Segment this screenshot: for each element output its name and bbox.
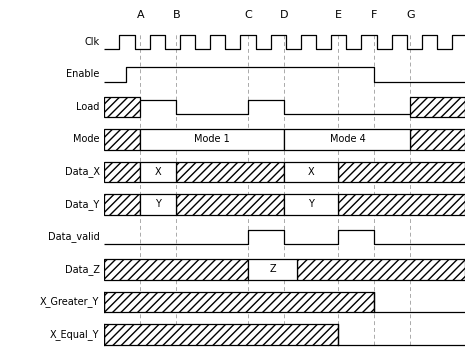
Bar	[104, 259, 248, 280]
Text: X_Greater_Y: X_Greater_Y	[40, 297, 100, 307]
Bar	[140, 162, 176, 182]
Text: C: C	[245, 10, 252, 20]
Bar	[284, 162, 338, 182]
Text: Clk: Clk	[84, 37, 100, 47]
Bar	[410, 97, 465, 117]
Text: G: G	[406, 10, 415, 20]
Text: Mode 1: Mode 1	[194, 134, 230, 144]
Bar	[140, 129, 284, 150]
Text: B: B	[173, 10, 180, 20]
Text: Enable: Enable	[66, 69, 100, 80]
Bar	[410, 129, 465, 150]
Bar	[176, 194, 284, 215]
Text: X: X	[155, 167, 162, 177]
Text: D: D	[280, 10, 289, 20]
Text: Y: Y	[155, 199, 161, 210]
Bar	[104, 194, 140, 215]
Text: Y: Y	[309, 199, 314, 210]
Text: E: E	[335, 10, 342, 20]
Text: X: X	[308, 167, 315, 177]
Text: X_Equal_Y: X_Equal_Y	[50, 329, 100, 340]
Bar	[104, 292, 374, 312]
Text: Load: Load	[76, 102, 100, 112]
Bar	[284, 129, 410, 150]
Bar	[140, 194, 176, 215]
Text: Data_valid: Data_valid	[48, 231, 100, 242]
Bar	[104, 129, 140, 150]
Bar	[297, 259, 465, 280]
Bar	[284, 194, 338, 215]
Text: Mode 4: Mode 4	[329, 134, 365, 144]
Bar	[104, 97, 140, 117]
Text: A: A	[137, 10, 144, 20]
Bar	[176, 162, 284, 182]
Bar	[338, 194, 465, 215]
Text: Data_X: Data_X	[64, 167, 100, 177]
Text: Data_Y: Data_Y	[65, 199, 100, 210]
Text: Data_Z: Data_Z	[64, 264, 100, 275]
Bar	[104, 162, 140, 182]
Text: F: F	[371, 10, 378, 20]
Bar	[104, 324, 338, 345]
Bar	[248, 259, 297, 280]
Text: Mode: Mode	[73, 134, 100, 144]
Bar	[338, 162, 465, 182]
Text: Z: Z	[269, 265, 276, 274]
